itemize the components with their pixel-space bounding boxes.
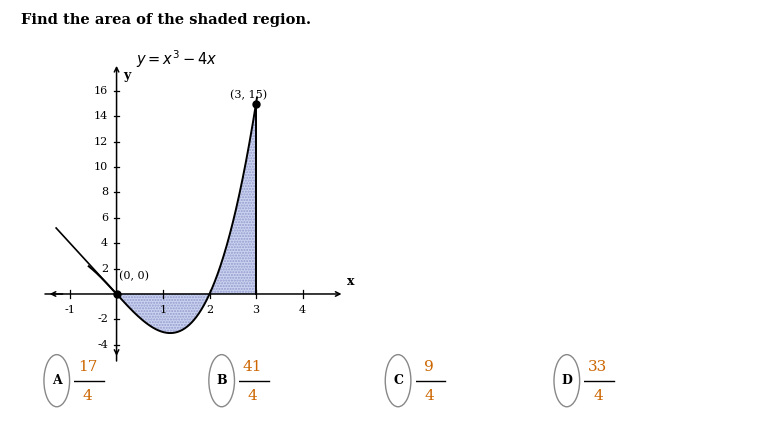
Text: 4: 4: [83, 389, 93, 403]
Text: y: y: [123, 69, 131, 82]
Text: 4: 4: [299, 305, 306, 316]
Text: 4: 4: [248, 389, 258, 403]
Text: 4: 4: [424, 389, 434, 403]
Text: D: D: [561, 374, 572, 387]
Text: -4: -4: [97, 340, 108, 350]
Text: 10: 10: [94, 162, 108, 172]
Text: 17: 17: [78, 360, 97, 374]
Text: A: A: [52, 374, 61, 387]
Text: 33: 33: [588, 360, 607, 374]
Text: 4: 4: [101, 238, 108, 248]
Text: $y = x^3 - 4x$: $y = x^3 - 4x$: [136, 49, 217, 70]
Text: (3, 15): (3, 15): [230, 90, 268, 100]
Text: x: x: [347, 275, 354, 288]
Text: 2: 2: [101, 264, 108, 274]
Text: 41: 41: [243, 360, 262, 374]
Text: 6: 6: [101, 213, 108, 223]
Text: 9: 9: [424, 360, 434, 374]
Text: -1: -1: [64, 305, 75, 316]
Text: Find the area of the shaded region.: Find the area of the shaded region.: [21, 13, 311, 27]
Text: 14: 14: [94, 111, 108, 121]
Text: -2: -2: [97, 314, 108, 324]
Text: 8: 8: [101, 187, 108, 198]
Text: (0, 0): (0, 0): [119, 271, 149, 281]
Text: 4: 4: [593, 389, 603, 403]
Text: C: C: [393, 374, 403, 387]
Text: 3: 3: [252, 305, 259, 316]
Text: 12: 12: [94, 137, 108, 147]
Text: 1: 1: [160, 305, 166, 316]
Text: 16: 16: [94, 86, 108, 96]
Text: 2: 2: [206, 305, 213, 316]
Text: B: B: [216, 374, 227, 387]
